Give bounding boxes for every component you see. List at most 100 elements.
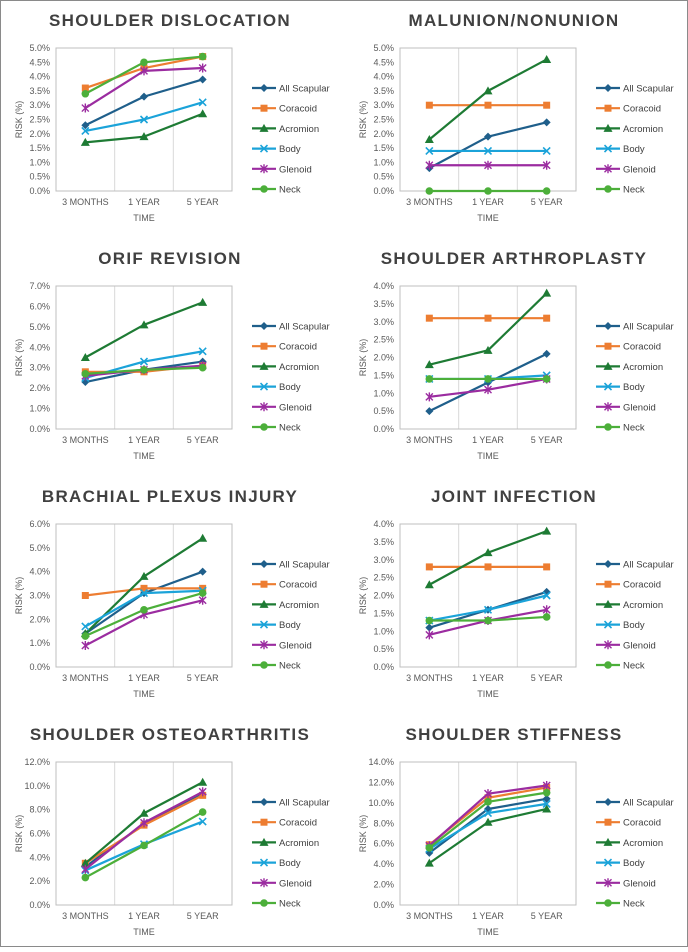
legend-marker-body [259,620,269,629]
data-point-all-scapular [542,118,551,127]
legend-marker-coracoid [604,818,612,826]
x-tick-label: 1 YEAR [472,673,504,683]
data-point-coracoid [425,563,433,571]
data-point-neck [198,363,207,372]
y-axis-title: RISK (%) [14,339,24,377]
data-point-coracoid [425,101,433,109]
series-line-acromion [428,807,547,865]
data-point-neck [425,616,434,625]
x-tick-label: 3 MONTHS [406,673,453,683]
data-point-coracoid [484,563,492,571]
data-point-glenoid [198,595,207,605]
data-point-neck [484,616,492,625]
legend-label-neck: Neck [279,185,301,196]
legend-marker-all-scapular [604,322,612,330]
legend-label-neck: Neck [623,661,645,672]
data-point-body [483,809,493,818]
y-tick-label: 12.0% [24,757,50,767]
legend: All Scapular Coracoid Acromion Body Glenoid N… [252,560,330,672]
y-tick-label: 5.0% [29,322,50,332]
data-point-coracoid [425,314,433,322]
legend-marker-body [259,144,269,153]
x-axis-title: TIME [133,451,155,461]
y-tick-label: 3.0% [29,363,50,373]
chart-panel-shoulder-stiffness: SHOULDER STIFFNESS 0.0% 2.0% 4.0% 6.0% 8.0% 10… [344,716,684,952]
data-point-coracoid [543,314,551,322]
legend-label-body: Body [623,144,645,155]
y-tick-label: 4.5% [373,57,394,67]
legend-marker-all-scapular [260,560,268,568]
legend: All Scapular Coracoid Acromion Body Glenoid N… [596,322,674,434]
chart-title: SHOULDER ARTHROPLASTY [380,249,648,268]
legend-marker-glenoid [604,402,612,412]
legend-label-glenoid: Glenoid [623,878,656,889]
data-point-body [139,357,149,366]
chart-title: SHOULDER DISLOCATION [49,11,291,30]
y-tick-label: 0.0% [373,662,394,672]
legend-marker-glenoid [260,878,268,888]
data-point-glenoid [81,641,90,651]
x-tick-label: 5 YEAR [187,197,219,207]
data-point-acromion [542,526,552,535]
legend-label-glenoid: Glenoid [623,640,656,651]
y-tick-label: 3.0% [29,591,50,601]
series-acromion [80,777,208,867]
series-coracoid [425,101,551,109]
legend-marker-neck [260,185,268,193]
legend-marker-acromion [259,123,269,132]
y-axis-title: RISK (%) [358,815,368,853]
y-tick-label: 10.0% [368,798,394,808]
x-tick-label: 3 MONTHS [406,197,453,207]
data-point-body [198,98,207,107]
data-point-acromion [483,86,493,95]
legend-label-glenoid: Glenoid [623,164,656,175]
legend-marker-body [603,858,613,867]
legend-marker-all-scapular [260,84,268,92]
data-point-glenoid [140,818,148,828]
data-point-acromion [424,580,434,589]
y-tick-label: 2.5% [373,115,394,125]
plot-area-border [55,761,233,906]
y-tick-label: 4.0% [29,852,50,862]
y-tick-label: 10.0% [24,781,50,791]
legend-label-neck: Neck [623,423,645,434]
y-tick-label: 5.0% [373,43,394,53]
y-tick-label: 6.0% [29,301,50,311]
legend-marker-glenoid [604,164,612,174]
y-tick-label: 1.0% [29,157,50,167]
x-axis-title: TIME [133,689,155,699]
legend-label-glenoid: Glenoid [279,878,312,889]
data-point-glenoid [542,780,551,790]
series-line-acromion [429,292,548,366]
data-point-all-scapular [542,349,551,358]
y-tick-label: 0.5% [373,644,394,654]
y-tick-label: 1.0% [373,626,394,636]
plot-area-border [55,47,233,192]
y-tick-label: 4.5% [29,57,50,67]
y-tick-label: 6.0% [29,519,50,529]
data-point-neck [81,370,90,378]
data-point-neck [140,365,148,374]
data-point-acromion [483,548,493,557]
y-tick-label: 4.0% [29,342,50,352]
data-point-all-scapular [484,132,492,141]
y-tick-label: 1.5% [373,143,394,153]
series-coracoid [425,563,551,571]
legend-label-glenoid: Glenoid [279,640,312,651]
data-point-body [542,146,551,156]
data-point-neck [542,187,551,195]
chart-title: SHOULDER STIFFNESS [405,725,623,744]
x-tick-label: 5 YEAR [187,673,219,683]
chart-panel-joint-infection: JOINT INFECTION 0.0% 0.5% 1.0% 1.5% 2.0% 2.5% 3… [344,478,684,714]
data-point-acromion [139,320,149,329]
y-tick-label: 4.0% [373,72,394,82]
legend: All Scapular Coracoid Acromion Body Glenoid N… [252,322,330,434]
legend-marker-neck [260,423,268,431]
legend: All Scapular Coracoid Acromion Body Glenoid N… [596,84,674,196]
y-tick-label: 1.0% [29,638,50,648]
x-tick-label: 1 YEAR [472,911,504,921]
legend-marker-coracoid [604,580,612,588]
y-tick-label: 1.0% [29,404,50,414]
y-tick-label: 2.0% [373,591,394,601]
data-point-neck [542,613,551,621]
